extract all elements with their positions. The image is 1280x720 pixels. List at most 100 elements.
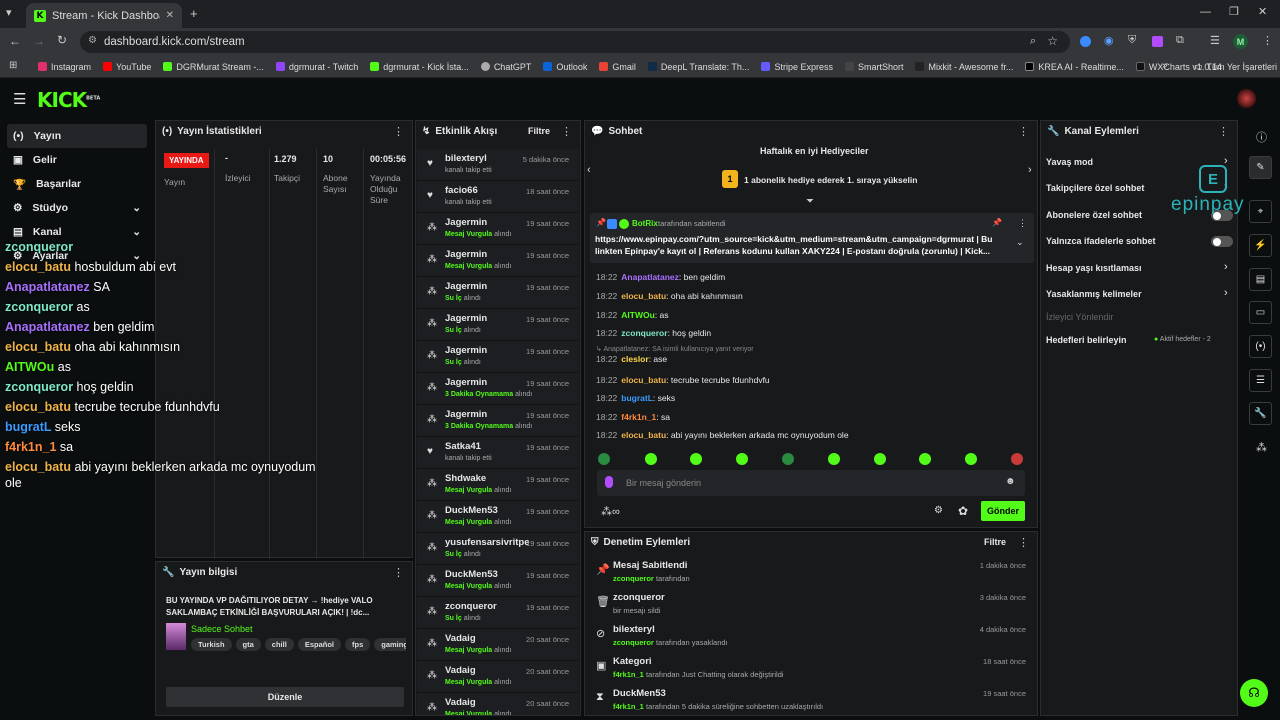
edit-button[interactable]: Düzenle <box>166 687 404 707</box>
emote-icon[interactable] <box>690 453 702 465</box>
more-options-icon[interactable]: ⋮ <box>561 126 572 138</box>
tag[interactable]: Turkish <box>191 638 232 651</box>
event-row[interactable]: ⁂ DuckMen53 Mesaj Vurgula alındı 19 saat… <box>417 501 579 533</box>
microphone-icon[interactable] <box>605 476 613 488</box>
bookmark-star-icon[interactable]: ☆ <box>1047 34 1058 48</box>
bookmark-item[interactable]: Instagram <box>38 62 91 72</box>
emote-icon[interactable] <box>598 453 610 465</box>
chevron-left-icon[interactable]: ‹ <box>587 164 591 176</box>
emoji-icon[interactable]: ☻ <box>1005 476 1016 487</box>
url-input[interactable]: ⚙ dashboard.kick.com/stream ⌕ ☆ <box>80 31 1070 53</box>
user-avatar[interactable] <box>1237 89 1256 108</box>
bookmarks-overflow-icon[interactable]: » <box>1162 60 1168 71</box>
expand-chevron-icon[interactable]: ⌄ <box>1016 237 1024 247</box>
bookmark-item[interactable]: DeepL Translate: Th... <box>647 62 749 72</box>
support-headset-icon[interactable]: ☊ <box>1240 679 1268 707</box>
chat-message[interactable]: 18:22 AITWOu: as <box>596 310 669 320</box>
event-row[interactable]: ⁂ Vadaig Mesaj Vurgula alındı 20 saat ön… <box>417 661 579 693</box>
rail-button[interactable]: ☰ <box>1249 369 1272 392</box>
rail-button[interactable]: (•) <box>1249 335 1272 358</box>
followers-only-action[interactable]: Takipçilere özel sohbet <box>1046 183 1145 193</box>
event-row[interactable]: ⁂ yusufensarsivritpe Su İç alındı 19 saa… <box>417 533 579 565</box>
moderation-row[interactable]: ⊘ bilexteryl zconqueror tarafından yasak… <box>586 619 1036 651</box>
message-user[interactable]: elocu_batu <box>621 291 667 301</box>
message-user[interactable]: bugratL <box>621 393 653 403</box>
points-icon[interactable]: ⁂∞ <box>601 506 620 518</box>
extensions-puzzle-icon[interactable]: ⧉ <box>1176 34 1184 46</box>
tag[interactable]: gaming <box>374 638 406 651</box>
bookmark-item[interactable]: DGRMurat Stream -... <box>163 62 264 72</box>
sidebar-item-basarilar[interactable]: 🏆 Başarılar <box>13 178 82 191</box>
chevron-right-icon[interactable]: › <box>1028 164 1032 176</box>
unpin-icon[interactable]: 📌 <box>992 218 1002 227</box>
hamburger-menu-icon[interactable]: ☰ <box>13 91 27 108</box>
collapse-chevron-icon[interactable]: ⏷ <box>806 196 814 207</box>
event-row[interactable]: ⁂ Shdwake Mesaj Vurgula alındı 19 saat ö… <box>417 469 579 501</box>
slow-mode-action[interactable]: Yavaş mod <box>1046 157 1094 167</box>
moderation-row[interactable]: ⧗ DuckMen53 f4rk1n_1 tarafından 5 dakika… <box>586 683 1036 715</box>
message-user[interactable]: f4rk1n_1 <box>621 412 657 422</box>
back-icon[interactable]: ← <box>9 34 21 48</box>
rail-button[interactable]: ▤ <box>1249 268 1272 291</box>
sidebar-item-kanal[interactable]: ▤ Kanal ⌄ <box>13 226 141 238</box>
chat-message[interactable]: 18:22 elocu_batu: oha abi kahınmısın <box>596 291 743 301</box>
bookmark-item[interactable]: dgrmurat - Twitch <box>275 62 358 72</box>
tag[interactable]: chill <box>264 638 294 651</box>
subscribers-only-toggle[interactable] <box>1211 210 1233 221</box>
chat-message[interactable]: 18:22 Anapatlatanez: ben geldim <box>596 272 726 282</box>
pinned-text[interactable]: https://www.epinpay.com/?utm_source=kick… <box>595 234 993 256</box>
chat-settings-icon[interactable]: ⚙ <box>934 505 943 516</box>
event-row[interactable]: ⁂ Jagermin Mesaj Vurgula alındı 19 saat … <box>417 245 579 277</box>
raid-action[interactable]: İzleyici Yönlendir <box>1046 312 1114 322</box>
event-row[interactable]: ⁂ zconqueror Su İç alındı 19 saat önce <box>417 597 579 629</box>
window-close-icon[interactable]: ✕ <box>1258 6 1268 18</box>
moderation-row[interactable]: 🗑 zconqueror bir mesajı sildi 3 dakika ö… <box>586 587 1036 619</box>
emote-icon[interactable] <box>919 453 931 465</box>
sidebar-item-yayin[interactable]: (•) Yayın <box>7 124 147 148</box>
maximize-icon[interactable]: ❐ <box>1229 6 1239 18</box>
extension-icon-3[interactable]: ⛨ <box>1128 34 1137 46</box>
all-bookmarks-folder[interactable]: ▭ Tüm Yer İşaretleri <box>1194 61 1278 72</box>
more-options-icon[interactable]: ⋮ <box>1018 537 1029 549</box>
rail-button[interactable]: ⌖ <box>1249 200 1272 223</box>
chat-message[interactable]: 18:22 bugratL: seks <box>596 393 676 403</box>
bookmark-item[interactable]: WXCharts v1.0.14 <box>1135 62 1222 72</box>
tag[interactable]: gta <box>235 638 261 651</box>
site-info-icon[interactable]: ⚙ <box>88 35 97 46</box>
chevron-right-icon[interactable]: › <box>1224 155 1228 167</box>
pinned-options-icon[interactable]: ⋮ <box>1018 218 1027 228</box>
event-row[interactable]: ♥ bilexteryl kanalı takip etti 5 dakika … <box>417 149 579 181</box>
message-user[interactable]: elocu_batu <box>621 375 667 385</box>
event-row[interactable]: ⁂ Jagermin Su İç alındı 19 saat önce <box>417 277 579 309</box>
profile-avatar[interactable]: M <box>1233 34 1248 49</box>
emote-icon[interactable] <box>645 453 657 465</box>
event-row[interactable]: ⁂ Jagermin 3 Dakika Oynamama alındı 19 s… <box>417 373 579 405</box>
chat-message[interactable]: 18:22 cleslor: ase <box>596 354 668 364</box>
bookmark-item[interactable]: KREA AI - Realtime... <box>1025 62 1124 72</box>
emote-icon[interactable] <box>736 453 748 465</box>
chat-message[interactable]: 18:22 f4rk1n_1: sa <box>596 412 670 422</box>
emote-icon[interactable] <box>874 453 886 465</box>
bookmark-item[interactable]: SmartShort <box>844 62 903 72</box>
sidebar-item-ayarlar[interactable]: ⚙ Ayarlar ⌄ <box>13 250 141 262</box>
chevron-right-icon[interactable]: › <box>1224 287 1228 299</box>
sidebar-item-gelir[interactable]: ▣ Gelir <box>13 154 57 166</box>
chat-input[interactable]: Bir mesaj gönderin ☻ <box>597 470 1025 496</box>
emote-icon[interactable] <box>782 453 794 465</box>
chat-message[interactable]: 18:22 elocu_batu: tecrube tecrube fdunhdv… <box>596 375 770 385</box>
bookmark-item[interactable]: Mixkit - Awesome fr... <box>915 62 1013 72</box>
browser-menu-icon[interactable]: ⋮ <box>1262 35 1273 47</box>
event-row[interactable]: ⁂ Jagermin Su İç alındı 19 saat önce <box>417 309 579 341</box>
extension-icon-4[interactable] <box>1152 36 1163 47</box>
extension-icon-1[interactable] <box>1080 36 1091 47</box>
tag[interactable]: fps <box>345 638 371 651</box>
rail-button[interactable]: ▭ <box>1249 301 1272 324</box>
message-user[interactable]: Anapatlatanez <box>621 272 679 282</box>
banned-words-action[interactable]: Yasaklanmış kelimeler <box>1046 289 1142 299</box>
message-user[interactable]: elocu_batu <box>621 430 667 440</box>
more-options-icon[interactable]: ⋮ <box>393 126 404 138</box>
points-icon[interactable]: ⁂ <box>1256 442 1267 454</box>
tab-list-icon[interactable]: ▾ <box>6 7 12 19</box>
event-row[interactable]: ⁂ Vadaig Mesaj Vurgula alındı 20 saat ön… <box>417 629 579 661</box>
kick-logo[interactable]: KICKBETA <box>37 88 101 112</box>
